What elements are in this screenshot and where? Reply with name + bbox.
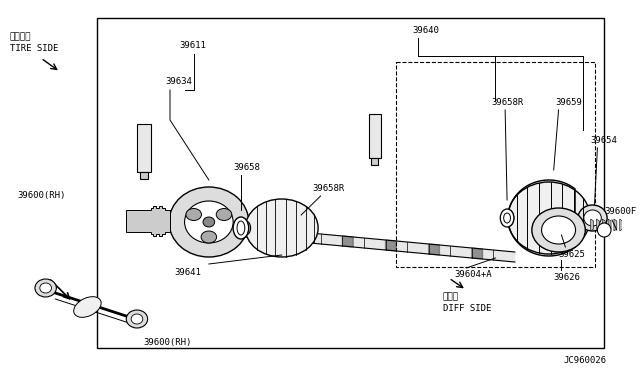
Ellipse shape [186, 208, 202, 221]
Text: 39611: 39611 [179, 41, 206, 50]
Polygon shape [342, 236, 353, 247]
Ellipse shape [203, 217, 214, 227]
Ellipse shape [40, 283, 51, 293]
Polygon shape [369, 114, 381, 158]
Polygon shape [385, 240, 396, 251]
Polygon shape [371, 158, 378, 164]
Bar [396, 62, 595, 267]
Ellipse shape [504, 213, 511, 223]
Polygon shape [625, 219, 628, 231]
Circle shape [597, 223, 611, 237]
Polygon shape [614, 219, 617, 231]
Text: 39658: 39658 [233, 163, 260, 172]
Text: JC960026: JC960026 [563, 356, 607, 365]
Text: 39658R: 39658R [492, 98, 524, 107]
Text: タイヤ側: タイヤ側 [10, 32, 31, 41]
Polygon shape [591, 219, 593, 231]
Ellipse shape [508, 182, 590, 254]
Text: 39625: 39625 [559, 250, 586, 259]
Ellipse shape [201, 231, 216, 243]
Text: 39654: 39654 [591, 136, 618, 145]
Ellipse shape [216, 208, 232, 221]
Text: 39600(RH): 39600(RH) [17, 190, 66, 199]
Ellipse shape [237, 221, 244, 235]
Text: 39641: 39641 [175, 268, 202, 277]
Ellipse shape [74, 296, 101, 317]
Ellipse shape [245, 199, 318, 257]
Ellipse shape [233, 217, 249, 239]
Polygon shape [620, 219, 623, 231]
Text: デフ側: デフ側 [443, 292, 459, 301]
Text: 39600F: 39600F [604, 207, 636, 216]
Ellipse shape [184, 201, 233, 243]
Text: DIFF SIDE: DIFF SIDE [443, 304, 492, 313]
Polygon shape [429, 244, 440, 255]
Ellipse shape [169, 187, 249, 257]
Text: 39659: 39659 [556, 98, 582, 107]
Polygon shape [126, 206, 170, 236]
Text: TIRE SIDE: TIRE SIDE [10, 44, 58, 53]
Polygon shape [300, 232, 310, 243]
Polygon shape [137, 124, 150, 172]
Ellipse shape [504, 210, 514, 226]
Ellipse shape [500, 209, 514, 227]
Polygon shape [170, 220, 180, 231]
Text: 39634: 39634 [165, 77, 192, 86]
Ellipse shape [541, 216, 575, 244]
Polygon shape [608, 219, 611, 231]
Ellipse shape [131, 314, 143, 324]
Polygon shape [602, 219, 605, 231]
Text: 39658R: 39658R [313, 184, 345, 193]
Polygon shape [596, 219, 599, 231]
Polygon shape [472, 248, 483, 259]
Polygon shape [213, 224, 224, 235]
Text: 39640: 39640 [413, 26, 440, 35]
Bar [97, 18, 604, 348]
Ellipse shape [584, 210, 602, 226]
Ellipse shape [532, 208, 585, 252]
Text: 39604+A: 39604+A [454, 270, 492, 279]
Polygon shape [140, 172, 148, 179]
Text: 39626: 39626 [554, 273, 580, 282]
Ellipse shape [35, 279, 56, 297]
Polygon shape [256, 228, 267, 239]
Text: 39600(RH): 39600(RH) [144, 338, 192, 347]
Ellipse shape [578, 205, 607, 231]
Polygon shape [170, 220, 515, 262]
Ellipse shape [241, 221, 251, 235]
Ellipse shape [126, 310, 148, 328]
Polygon shape [508, 180, 575, 256]
